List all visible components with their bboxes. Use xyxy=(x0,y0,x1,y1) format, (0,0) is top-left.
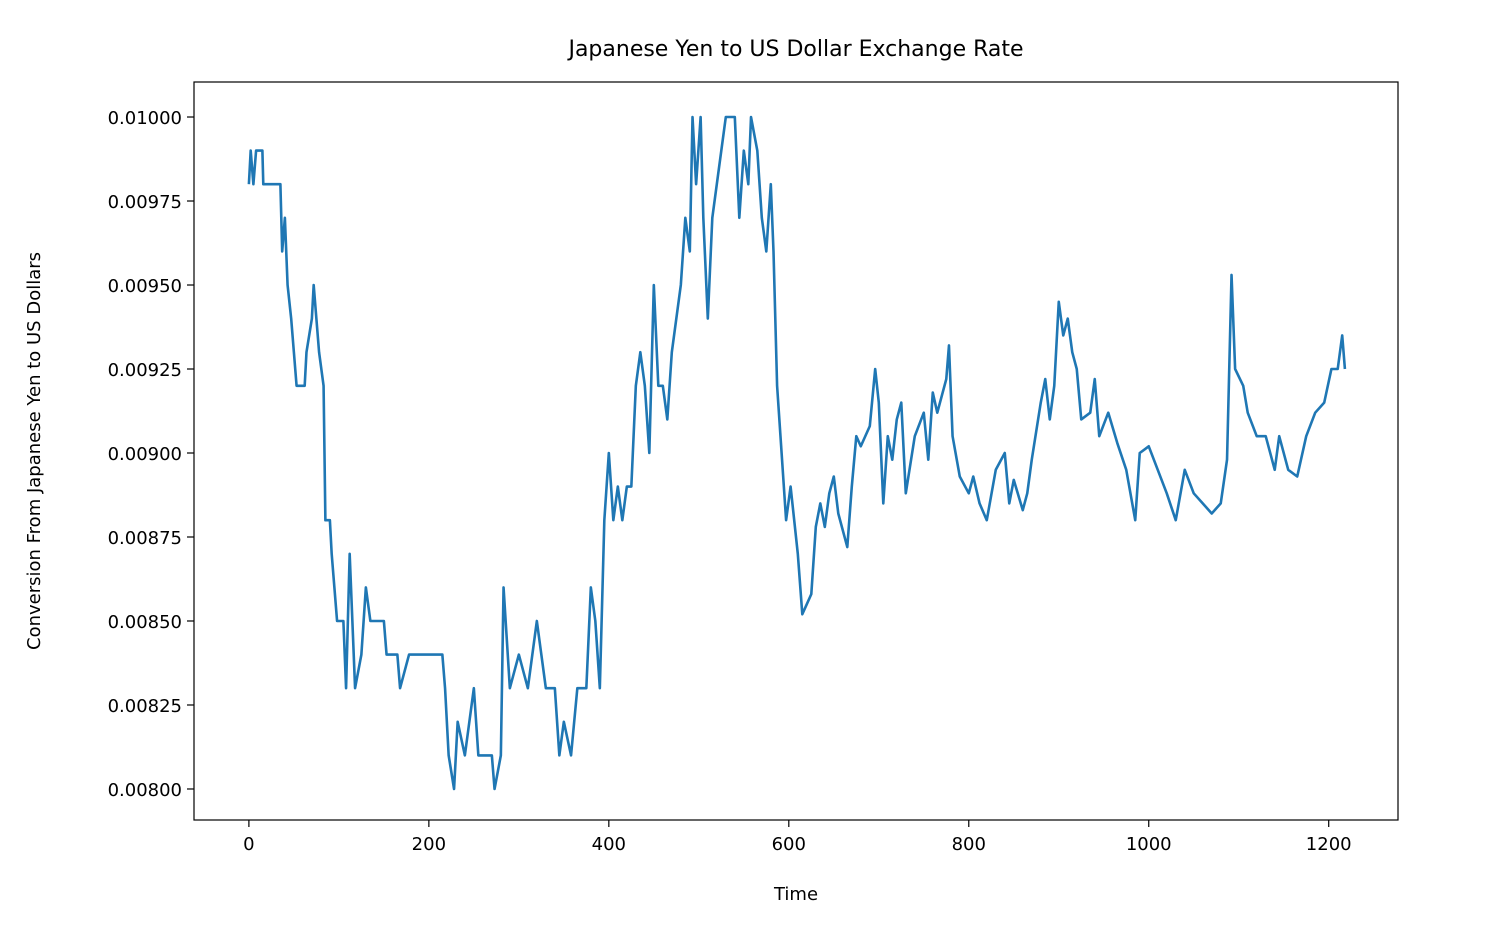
x-tick-label: 0 xyxy=(243,834,254,855)
x-tick-label: 800 xyxy=(952,834,986,855)
line-series xyxy=(247,115,1347,791)
x-tick-label: 1000 xyxy=(1126,834,1172,855)
x-tick-label: 600 xyxy=(772,834,806,855)
y-tick-label: 0.00900 xyxy=(108,444,182,465)
y-tick-label: 0.00975 xyxy=(108,192,182,213)
x-tick-label: 400 xyxy=(592,834,626,855)
x-tick-label: 200 xyxy=(412,834,446,855)
plot-frame xyxy=(193,81,1399,821)
y-tick-label: 0.00875 xyxy=(108,528,182,549)
x-tick-label: 1200 xyxy=(1306,834,1352,855)
y-tick-label: 0.01000 xyxy=(108,108,182,129)
y-tick-label: 0.00800 xyxy=(108,780,182,801)
x-axis-label: Time xyxy=(773,884,818,905)
y-tick-label: 0.00925 xyxy=(108,360,182,381)
y-tick-label: 0.00950 xyxy=(108,276,182,297)
chart-title: Japanese Yen to US Dollar Exchange Rate xyxy=(566,37,1023,62)
y-tick-label: 0.00850 xyxy=(108,612,182,633)
y-tick-label: 0.00825 xyxy=(108,696,182,717)
y-axis-label: Conversion From Japanese Yen to US Dolla… xyxy=(24,252,45,650)
